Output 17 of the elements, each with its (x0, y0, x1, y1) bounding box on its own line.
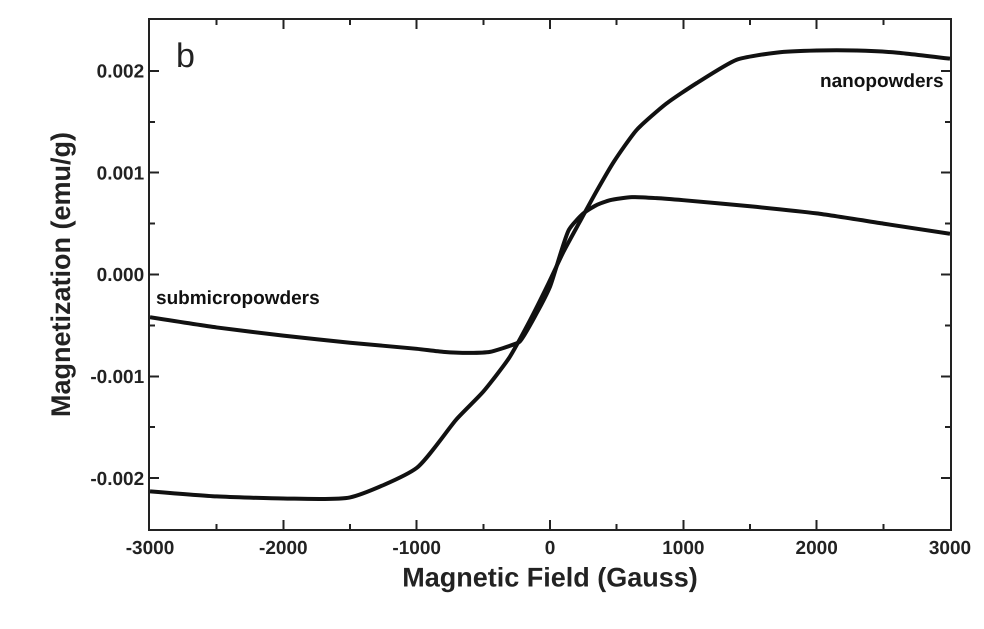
y-tick-label: -0.002 (90, 468, 144, 490)
x-tick-label: 2000 (796, 538, 838, 559)
x-tick-label: 1000 (662, 538, 704, 559)
series-label: nanopowders (820, 71, 944, 92)
x-tick-label: 3000 (928, 538, 972, 559)
y-tick-label: 0.002 (96, 62, 144, 83)
x-tick-label: -1000 (392, 538, 441, 559)
y-axis-title: Magnetization (emu/g) (46, 132, 76, 417)
x-tick-label: -2000 (259, 538, 308, 559)
x-tick-label: -3000 (126, 538, 174, 559)
y-tick-label: -0.001 (90, 366, 145, 388)
x-axis-title: Magnetic Field (Gauss) (402, 562, 698, 593)
y-tick-label: 0.001 (96, 163, 145, 184)
y-tick-label: 0.000 (96, 265, 144, 286)
series-label: submicropowders (156, 288, 320, 309)
x-tick-label: 0 (544, 538, 556, 559)
annotation: b (176, 37, 195, 75)
